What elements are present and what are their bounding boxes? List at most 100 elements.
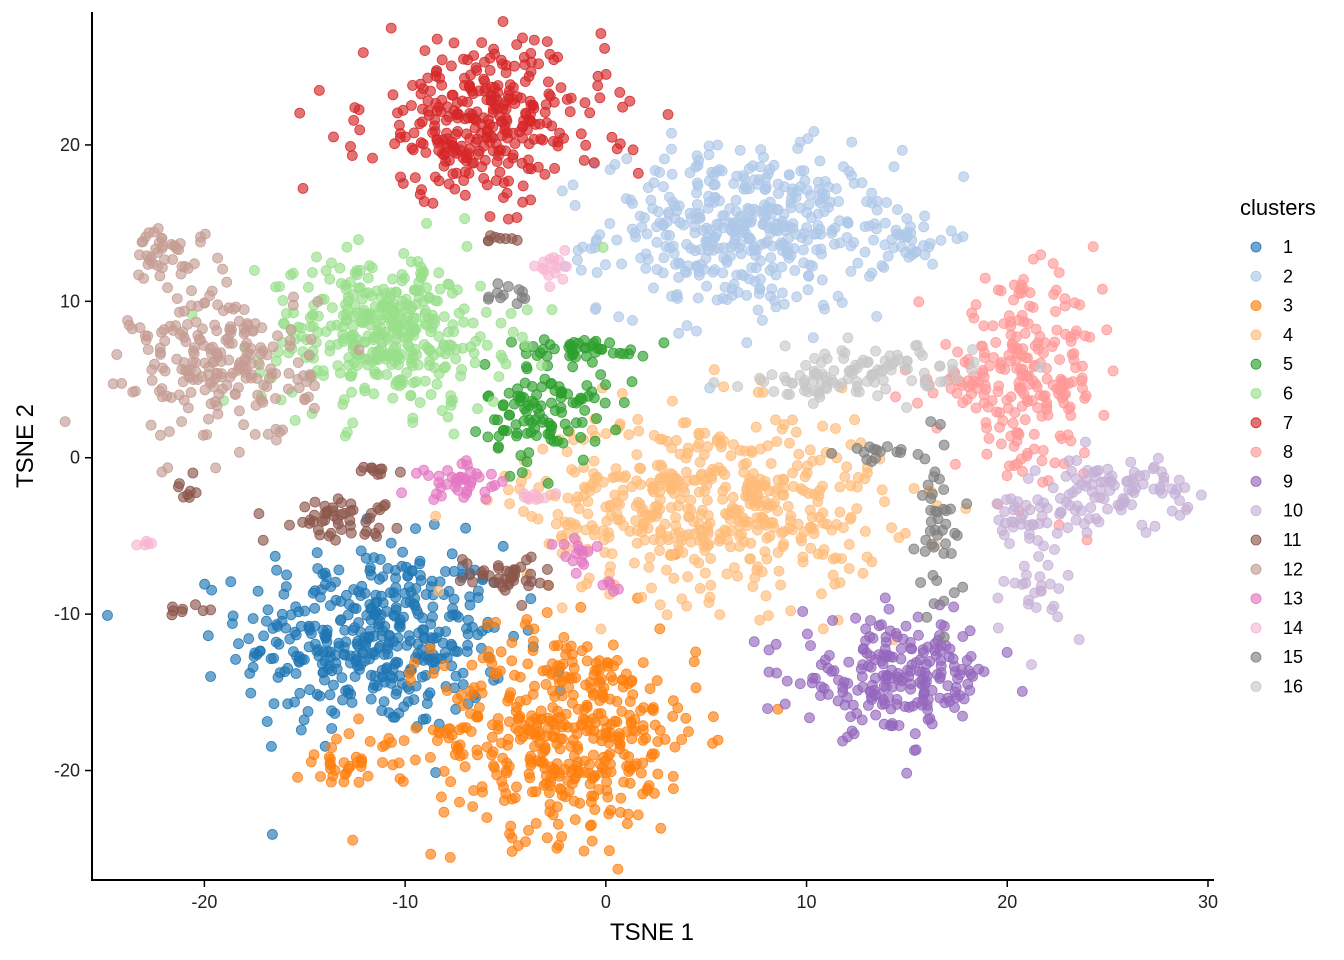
data-point — [501, 425, 513, 437]
data-point — [348, 310, 360, 322]
data-point — [588, 687, 599, 699]
data-point — [618, 348, 629, 360]
data-point — [297, 182, 309, 194]
data-point — [747, 581, 759, 592]
data-point — [828, 365, 840, 377]
legend-label: 15 — [1283, 647, 1303, 667]
data-point — [1022, 396, 1034, 408]
data-point — [394, 670, 406, 682]
data-point — [636, 221, 648, 233]
data-point — [618, 520, 630, 531]
data-point — [463, 147, 475, 159]
data-point — [163, 426, 175, 438]
data-point — [807, 455, 819, 467]
data-point — [1003, 310, 1015, 322]
data-point — [221, 276, 233, 288]
data-point — [618, 397, 630, 409]
data-point — [390, 286, 402, 298]
data-point — [326, 705, 338, 717]
data-point — [851, 503, 863, 515]
data-point — [779, 371, 790, 383]
data-point — [309, 585, 321, 597]
data-point — [548, 259, 559, 270]
data-point — [461, 646, 473, 657]
data-point — [381, 296, 392, 307]
data-point — [346, 697, 358, 708]
data-point — [895, 643, 907, 655]
data-point — [484, 52, 496, 64]
data-point — [799, 471, 811, 483]
data-point — [547, 685, 558, 697]
data-point — [448, 428, 460, 440]
data-point — [521, 427, 533, 439]
data-point — [368, 552, 380, 563]
data-point — [1055, 507, 1067, 518]
data-point — [555, 82, 567, 93]
data-point — [540, 778, 552, 789]
data-point — [280, 622, 292, 634]
data-point — [353, 344, 365, 356]
data-point — [298, 370, 309, 382]
data-point — [1081, 527, 1093, 539]
data-point — [255, 348, 267, 360]
data-point — [491, 156, 503, 168]
data-point — [1063, 377, 1075, 389]
data-point — [895, 444, 907, 455]
data-point — [691, 187, 702, 199]
data-point — [779, 340, 791, 352]
data-point — [492, 414, 504, 426]
data-point — [248, 264, 260, 276]
data-point — [270, 393, 281, 404]
data-point — [951, 233, 963, 245]
series-2 — [556, 125, 969, 394]
data-point — [651, 675, 663, 686]
data-point — [467, 317, 479, 329]
data-point — [368, 388, 380, 400]
data-point — [920, 534, 932, 546]
data-point — [195, 231, 206, 243]
data-point — [719, 210, 730, 222]
data-point — [387, 711, 399, 723]
data-point — [277, 424, 289, 436]
data-point — [539, 106, 551, 118]
data-point — [779, 698, 791, 710]
data-point — [187, 467, 199, 479]
data-point — [284, 519, 295, 531]
series-15 — [482, 278, 973, 643]
data-point — [766, 283, 778, 295]
data-point — [690, 161, 702, 173]
data-point — [929, 466, 941, 478]
data-point — [202, 630, 214, 642]
data-point — [367, 334, 379, 346]
data-point — [541, 607, 553, 618]
data-point — [842, 332, 854, 344]
data-point — [866, 197, 878, 209]
data-point — [669, 741, 681, 753]
data-point — [548, 640, 560, 652]
data-point — [870, 690, 882, 701]
data-point — [391, 522, 403, 534]
data-point — [328, 679, 339, 691]
data-point — [878, 680, 890, 692]
y-ticks: -20 -10 0 10 20 — [54, 135, 92, 781]
data-point — [861, 375, 873, 387]
legend-label: 13 — [1283, 589, 1303, 609]
data-point — [306, 267, 318, 278]
data-point — [522, 658, 534, 670]
data-point — [592, 80, 604, 92]
data-point — [463, 80, 475, 92]
data-point — [770, 638, 782, 650]
data-point — [741, 337, 753, 349]
data-point — [347, 625, 359, 636]
data-point — [665, 468, 677, 480]
data-point — [934, 360, 945, 372]
data-point — [578, 490, 589, 502]
data-point — [634, 462, 645, 474]
data-point — [849, 414, 860, 426]
data-point — [803, 199, 815, 211]
data-point — [763, 666, 775, 678]
data-point — [836, 345, 848, 357]
data-point — [829, 222, 841, 234]
data-point — [1075, 505, 1087, 516]
data-point — [467, 801, 479, 812]
